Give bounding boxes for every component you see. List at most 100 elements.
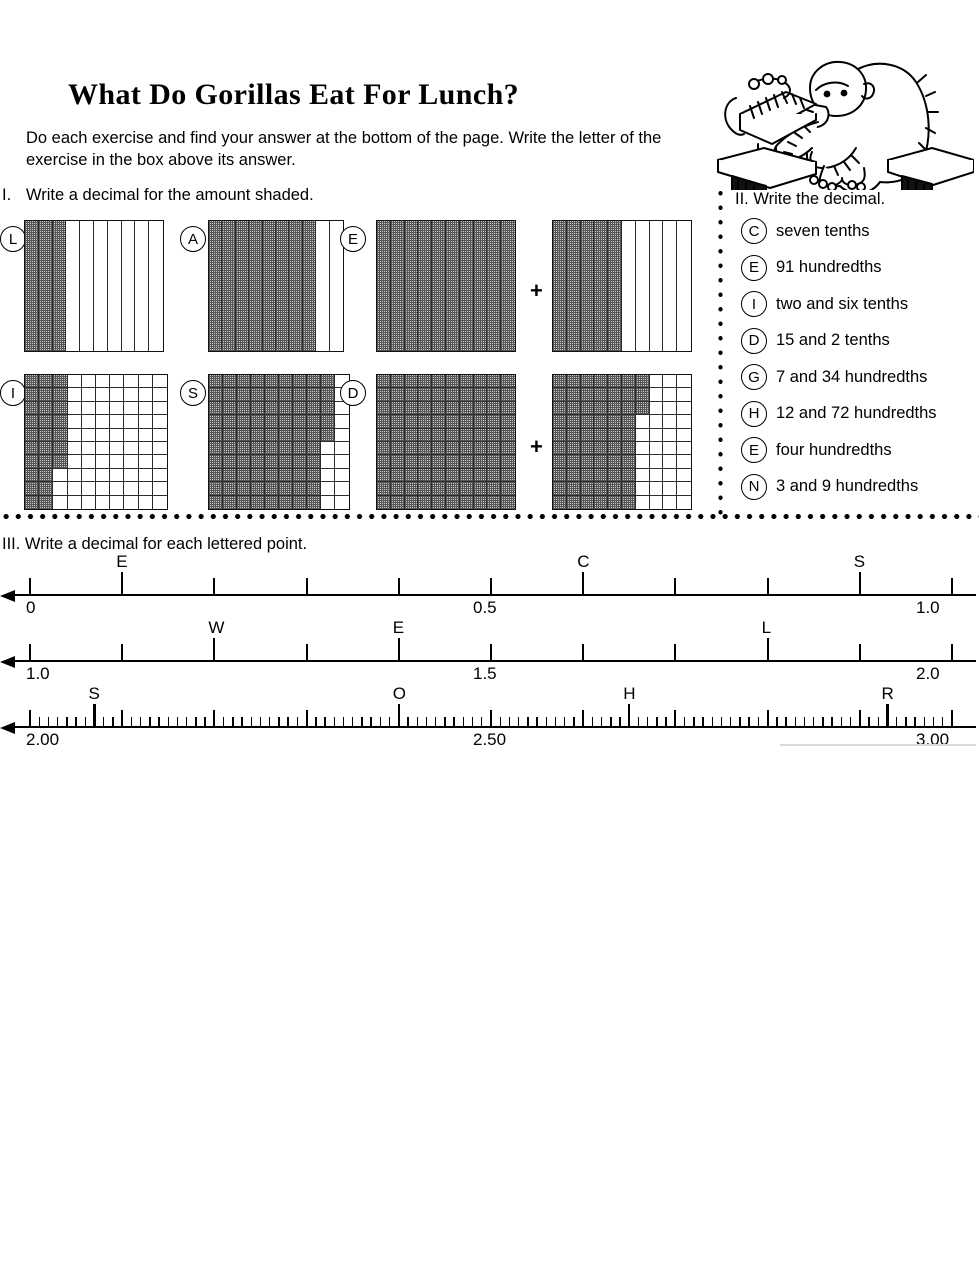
grid-cell [223,482,237,496]
grid-cell [553,401,567,416]
grid-cell [82,495,96,509]
grid-cell [152,388,167,402]
grid-cell [124,428,139,442]
grid-cell [251,441,265,456]
point-label-E: E [116,552,128,571]
axis-tick [269,717,271,726]
grid-cell [635,455,650,469]
grid-cell [566,388,581,402]
horizontal-dotted-divider [0,512,979,521]
axis-tick [591,717,594,726]
grid-cell [237,455,251,469]
axis-tick [831,717,833,726]
axis-tick [619,717,621,726]
axis-tick [656,717,658,726]
grid-cell [209,388,223,402]
grid-cell [152,482,167,496]
grid-cell [663,428,678,442]
grid-cell [677,482,691,496]
grid-cell [223,441,237,456]
item-text: seven tenths [776,221,870,240]
grid-cell [95,388,111,402]
grid-cell [152,402,167,416]
grid-cell [223,401,237,416]
grid-cell [53,468,68,483]
grid-cell [663,388,678,402]
grid-cell [501,428,515,442]
grid-cell [39,468,54,483]
grid-cell [390,415,405,429]
grid-cell [459,401,474,416]
axis-tick [149,717,151,726]
grid-cell [594,495,609,509]
grid-cell [67,401,82,416]
grid-cell [293,415,307,429]
number-line-1: 0 0.5 1.0 E C S [0,552,979,617]
grid-cell [663,455,678,469]
grid-cell [293,388,307,402]
grid-cell [251,495,265,509]
grid-cell [649,375,664,389]
grid-cell [95,401,111,416]
axis-tick [858,710,861,726]
grid-cell [39,401,54,416]
exercise-letter-L: L [0,226,26,252]
grid-cell [95,482,111,496]
axis-tick [849,717,852,726]
grid-cell [251,482,265,496]
grid-cell [622,375,636,389]
number-line-2: 1.0 1.5 2.0 W E L [0,618,979,683]
grid-cell [25,495,40,509]
grid-cell [390,455,405,469]
axis-tick [388,717,391,726]
grid-cell [459,482,474,496]
grid-cell [580,468,595,483]
grid-cell [377,415,391,429]
grid-cell [81,441,96,456]
axis-tick [121,644,124,660]
point-label-L: L [761,618,772,637]
axis-tick [361,717,363,726]
axis-tick [665,717,667,726]
grid-cell [636,495,650,509]
section-2: II. Write the decimal. C seven tenths E … [735,190,979,509]
grid-cell [95,441,111,456]
axis-tick [683,717,686,726]
grid-cell [608,482,622,496]
axis-tick [29,710,31,726]
axis-tick [794,717,796,726]
instructions-text: Do each exercise and find your answer at… [26,129,662,169]
grid-cell [377,401,391,416]
axis-tick [407,717,409,726]
grid-cell [223,468,237,483]
axis-tick [222,717,225,726]
grid-cell [209,441,223,456]
grid-cell [473,441,488,456]
grid-cell [663,375,678,389]
grid-cell [110,441,125,456]
axis-tick [259,717,262,726]
grid-cell [25,441,40,456]
grid-cell [473,221,488,351]
grid-cell [649,388,664,402]
axis-tick [840,717,843,726]
grid-cell [25,468,40,483]
item-text: 7 and 34 hundredths [776,367,928,386]
grid-cell [124,468,139,483]
axis-tick [674,578,677,594]
grid-cell [138,468,153,483]
item-letter: E [741,437,767,463]
grid-cell [566,468,581,483]
axis-tick [637,717,640,726]
grid-cell [251,428,265,442]
exercise-letter-E: E [340,226,366,252]
grid-cell [446,401,460,416]
axis-label-start: 0 [26,598,36,617]
axis-tick [647,717,649,726]
grid-cell [265,441,279,456]
grid-cell [237,388,251,402]
axis-tick [38,717,40,726]
axis-tick [527,717,529,726]
grid-cell [251,388,265,402]
grid-cell [377,428,391,442]
